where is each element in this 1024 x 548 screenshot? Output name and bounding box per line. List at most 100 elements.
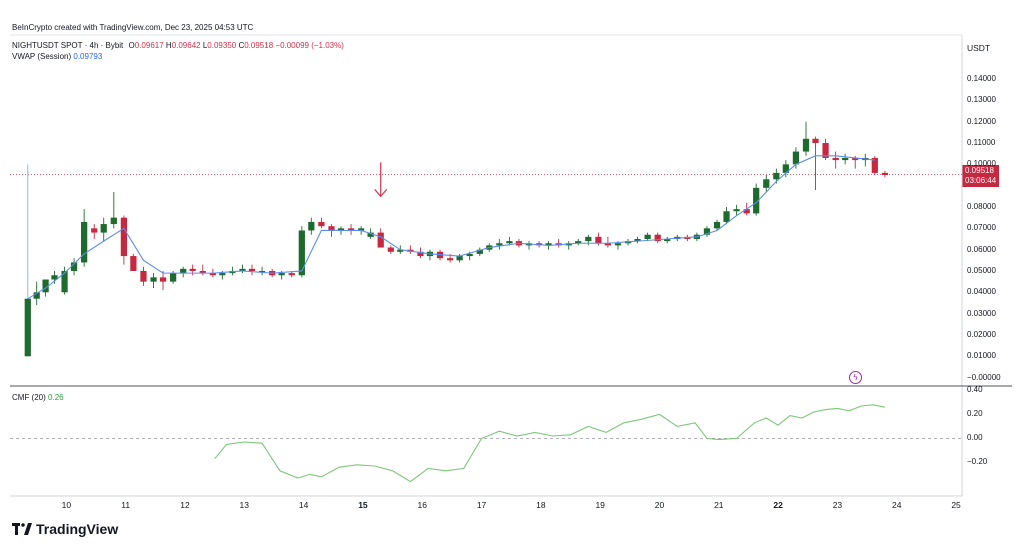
candle xyxy=(120,217,127,257)
candle xyxy=(170,273,177,282)
candle xyxy=(70,262,78,271)
candle xyxy=(614,243,622,246)
time-tick-label: 22 xyxy=(773,500,783,510)
vwap-label: VWAP (Session) xyxy=(12,52,72,61)
time-tick-label: 16 xyxy=(417,500,427,510)
candle xyxy=(33,292,40,299)
low-label: L xyxy=(202,41,208,50)
candle xyxy=(308,221,315,231)
candle xyxy=(417,251,424,257)
change-value: −0.00099 (−1.03%) xyxy=(275,41,344,50)
time-tick-label: 14 xyxy=(298,500,309,510)
candle xyxy=(852,157,859,161)
price-tick-label: 0.12000 xyxy=(967,116,996,126)
high-label: H xyxy=(165,41,172,50)
candle xyxy=(288,273,295,276)
candle xyxy=(358,228,365,231)
price-tick-label: 0.03000 xyxy=(967,308,996,318)
candle xyxy=(91,228,98,233)
candle-countdown: 03:06:44 xyxy=(965,176,997,185)
candle xyxy=(575,241,582,244)
candle xyxy=(792,151,800,165)
candle xyxy=(100,224,107,233)
candle xyxy=(159,277,167,282)
candle xyxy=(387,247,394,252)
price-tick-label: 0.06000 xyxy=(967,244,996,254)
open-value: 0.09617 xyxy=(134,41,164,50)
candle xyxy=(328,226,335,231)
time-tick-label: 25 xyxy=(951,500,961,510)
chart-frame xyxy=(10,34,1012,497)
open-label: O xyxy=(128,41,135,50)
candle xyxy=(466,253,473,257)
time-tick-label: 10 xyxy=(61,500,72,510)
cmf-label: CMF (20) xyxy=(12,393,46,402)
vwap-layer xyxy=(27,155,875,300)
candle xyxy=(881,172,889,176)
low-value: 0.09350 xyxy=(207,41,237,50)
cmf-tick-label: 0.00 xyxy=(967,433,983,443)
candle xyxy=(189,268,196,271)
candle xyxy=(367,232,374,237)
candle xyxy=(258,270,266,272)
price-tick-label: 0.10000 xyxy=(967,159,996,169)
brand-name: TradingView xyxy=(36,521,119,537)
time-tick-label: 17 xyxy=(476,500,487,510)
vwap-value: 0.09793 xyxy=(73,52,103,61)
candle xyxy=(298,230,305,276)
candle xyxy=(496,243,503,246)
candle xyxy=(782,164,789,173)
candle xyxy=(545,243,552,246)
candle xyxy=(51,275,58,280)
candle xyxy=(278,273,285,276)
price-tick-label: 0.02000 xyxy=(967,329,996,339)
candle xyxy=(773,172,780,180)
symbol-label: NIGHTUSDT SPOT · 4h · Bybit xyxy=(12,41,124,50)
candle xyxy=(585,236,592,242)
current-price-tag: 0.09518 03:06:44 xyxy=(962,165,1000,187)
time-tick-label: 18 xyxy=(536,500,546,510)
time-tick-label: 11 xyxy=(121,500,131,510)
cmf-legend: CMF (20) 0.26 xyxy=(12,393,64,402)
cmf-tick-label: 0.40 xyxy=(967,385,983,395)
candle xyxy=(664,238,671,242)
candle xyxy=(248,268,256,271)
candle xyxy=(110,217,117,225)
tradingview-logo: TradingView xyxy=(12,521,118,537)
candle xyxy=(42,279,49,293)
candle xyxy=(871,157,878,173)
chart-legend: NIGHTUSDT SPOT · 4h · Bybit O0.09617 H 0.… xyxy=(12,41,344,50)
candle xyxy=(842,157,849,161)
close-label: C xyxy=(238,41,245,50)
candle xyxy=(199,270,206,274)
candle xyxy=(318,221,325,227)
candle xyxy=(150,277,157,282)
lightning-icon[interactable]: ϟ xyxy=(849,371,862,384)
candle xyxy=(802,138,810,152)
price-tick-label: 0.05000 xyxy=(967,265,996,275)
price-tick-label: 0.07000 xyxy=(967,223,996,233)
cmf-line xyxy=(214,404,886,483)
candle xyxy=(81,221,88,263)
time-tick-label: 20 xyxy=(654,500,665,510)
price-tick-label: 0.04000 xyxy=(967,287,996,297)
price-tick-label: 0.11000 xyxy=(967,138,996,148)
down-arrow-icon xyxy=(374,162,388,198)
candle xyxy=(713,221,721,229)
candle xyxy=(595,236,602,244)
candle xyxy=(654,234,661,242)
time-tick-label: 23 xyxy=(832,500,843,510)
candle xyxy=(733,209,740,212)
cmf-value: 0.26 xyxy=(48,393,64,402)
price-tick-label: 0.01000 xyxy=(967,351,996,361)
currency-label: USDT xyxy=(967,43,991,53)
candle xyxy=(140,270,147,282)
candle xyxy=(476,249,483,254)
price-tick-label: 0.08000 xyxy=(967,202,996,211)
candles-layer xyxy=(24,121,889,357)
candle xyxy=(397,249,404,252)
candle xyxy=(456,256,463,261)
price-tick-label: 0.13000 xyxy=(967,95,996,105)
tradingview-logo-icon xyxy=(12,523,32,535)
